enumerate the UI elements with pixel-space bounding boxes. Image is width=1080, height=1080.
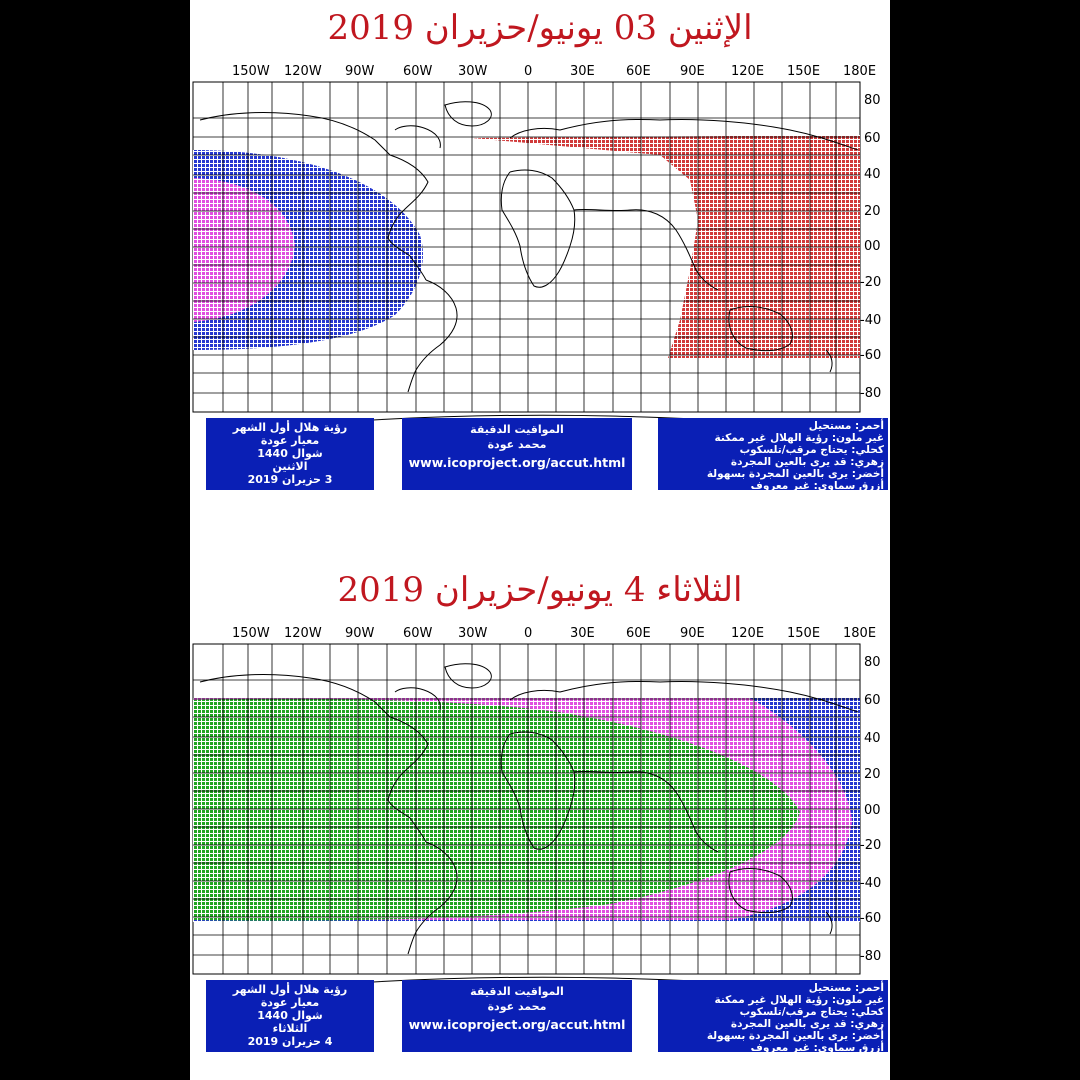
lon-label-150e: 150E [787,626,821,641]
lon-label-60e: 60E [626,626,651,641]
lat-label-80: 80 [864,93,881,108]
panel-1-map [192,81,861,427]
lon-label-150w: 150W [232,626,270,641]
lon-label-90w: 90W [345,626,375,641]
panel-2-info-left: رؤية هلال أول الشهر معيار عودة شوال 1440… [206,980,374,1052]
lon-label-90e: 90E [680,64,705,79]
info-left-line: معيار عودة [260,434,320,447]
legend-line: أخضر: يرى بالعين المجردة بسهولة [706,468,884,480]
info-left-line: شوال 1440 [257,447,323,460]
info-middle-line2: محمد عودة [487,438,547,451]
legend-line: أحمر: مستحيل [808,982,884,994]
lon-label-0: 0 [524,64,533,79]
coastlines [199,663,859,989]
lat-label-m80: -80 [860,386,882,401]
panel-2-info-middle: المواقيت الدقيقة محمد عودة www.icoprojec… [402,980,632,1052]
lat-label-m40: -40 [860,876,882,891]
info-left-line: رؤية هلال أول الشهر [232,983,348,996]
lat-label-m60: -60 [860,911,882,926]
zone-naked-eye [193,178,295,322]
info-left-line: شوال 1440 [257,1009,323,1022]
lon-label-60w: 60W [403,626,433,641]
lat-label-60: 60 [864,131,881,146]
info-left-line: رؤية هلال أول الشهر [232,421,348,434]
panel-2-map [192,643,861,989]
page: الإثنين 03 يونيو/حزيران 2019 [190,0,890,1080]
grid-lines [193,82,860,412]
legend-line: أحمر: مستحيل [808,420,884,432]
legend-line: أزرق سماوي: غير معروف [750,480,884,492]
lon-label-60e: 60E [626,64,651,79]
lon-label-0: 0 [524,626,533,641]
lat-label-20: 20 [864,204,881,219]
lon-label-120w: 120W [284,626,322,641]
lat-label-m20: -20 [860,275,882,290]
lon-label-30e: 30E [570,64,595,79]
info-middle-line1: المواقيت الدقيقة [470,423,564,436]
panel-1-title: الإثنين 03 يونيو/حزيران 2019 [327,8,753,48]
lon-label-90w: 90W [345,64,375,79]
legend-line: كحلي: يحتاج مرقب/تلسكوب [739,1006,884,1018]
lat-label-m40: -40 [860,313,882,328]
info-left-line: الثلاثاء [272,1022,308,1035]
lon-label-150e: 150E [787,64,821,79]
lon-label-60w: 60W [403,64,433,79]
legend-line: غير ملون: رؤية الهلال غير ممكنة [714,432,884,444]
info-middle-url: www.icoproject.org/accut.html [408,1017,626,1032]
info-left-line: الاثنين [272,460,308,473]
lon-label-30w: 30W [458,64,488,79]
panel-1-info-middle: المواقيت الدقيقة محمد عودة www.icoprojec… [402,418,632,490]
lon-label-180e: 180E [843,626,877,641]
lon-label-90e: 90E [680,626,705,641]
legend-line: كحلي: يحتاج مرقب/تلسكوب [739,444,884,456]
lat-label-40: 40 [864,167,881,182]
panel-1-info-left: رؤية هلال أول الشهر معيار عودة شوال 1440… [206,418,374,490]
lon-label-30e: 30E [570,626,595,641]
legend-line: أزرق سماوي: غير معروف [750,1042,884,1054]
panel-1-legend: أحمر: مستحيل غير ملون: رؤية الهلال غير م… [658,418,888,492]
zone-easy-naked-eye [193,698,800,921]
lat-label-m80: -80 [860,949,882,964]
lon-label-120w: 120W [284,64,322,79]
lat-label-80: 80 [864,655,881,670]
info-middle-url: www.icoproject.org/accut.html [408,455,626,470]
zone-impossible [472,135,860,358]
info-middle-line2: محمد عودة [487,1000,547,1013]
info-left-line: معيار عودة [260,996,320,1009]
lat-label-00: 00 [864,803,881,818]
lat-label-m20: -20 [860,838,882,853]
info-middle-line1: المواقيت الدقيقة [470,985,564,998]
panel-2-title: الثلاثاء 4 يونيو/حزيران 2019 [337,570,743,610]
panel-2-legend: أحمر: مستحيل غير ملون: رؤية الهلال غير م… [658,980,888,1054]
visibility-zones [193,135,860,358]
info-left-line: 3 حزيران 2019 [247,473,333,486]
lon-label-150w: 150W [232,64,270,79]
lat-label-40: 40 [864,731,881,746]
lon-label-180e: 180E [843,64,877,79]
lon-label-120e: 120E [731,64,765,79]
lat-label-60: 60 [864,693,881,708]
legend-line: زهري: قد يرى بالعين المجردة [730,1018,884,1030]
legend-line: زهري: قد يرى بالعين المجردة [730,456,884,468]
grid-lines [193,644,860,974]
legend-line: أخضر: يرى بالعين المجردة بسهولة [706,1030,884,1042]
info-left-line: 4 حزيران 2019 [247,1035,333,1048]
lon-label-120e: 120E [731,626,765,641]
lat-label-00: 00 [864,239,881,254]
lon-label-30w: 30W [458,626,488,641]
legend-line: غير ملون: رؤية الهلال غير ممكنة [714,994,884,1006]
lat-label-m60: -60 [860,348,882,363]
lat-label-20: 20 [864,767,881,782]
